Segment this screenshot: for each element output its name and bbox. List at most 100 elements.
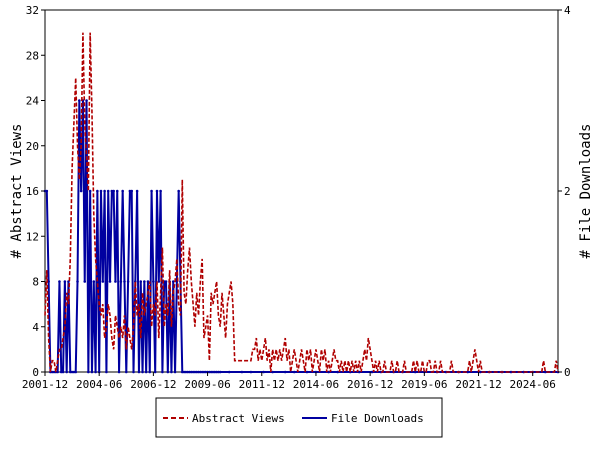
- downloads-point-92: [209, 370, 213, 374]
- downloads-point-18: [76, 280, 79, 283]
- x-tick-label-6: 2016-12: [347, 378, 393, 391]
- downloads-point-82: [191, 370, 195, 374]
- downloads-point-22: [83, 280, 87, 283]
- downloads-point-97: [218, 370, 222, 374]
- downloads-point-43: [121, 189, 124, 193]
- downloads-point-93: [211, 370, 215, 374]
- y-left-tick-label-6: 24: [26, 95, 40, 108]
- legend-label-file-downloads: File Downloads: [331, 412, 424, 425]
- downloads-point-103: [283, 370, 287, 374]
- y-left-tick-label-2: 8: [32, 276, 39, 289]
- downloads-point-62: [155, 189, 159, 193]
- downloads-point-7: [56, 370, 59, 374]
- downloads-point-31: [99, 189, 103, 193]
- y-right-tick-label-1: 2: [564, 185, 571, 198]
- downloads-point-111: [370, 370, 374, 374]
- downloads-point-57: [146, 280, 150, 283]
- downloads-point-63: [157, 280, 161, 283]
- downloads-point-11: [63, 280, 67, 283]
- x-tick-label-3: 2009-06: [184, 378, 230, 391]
- ticks-layer: 2001-12 2004-06 2006-12 2009-06 2011-12 2014-…: [22, 4, 571, 391]
- downloads-point-85: [197, 370, 200, 374]
- y-axis-title-left: # Abstract Views: [9, 124, 25, 259]
- downloads-point-26: [90, 370, 94, 374]
- y-left-tick-label-3: 12: [26, 230, 39, 243]
- downloads-point-38: [112, 189, 115, 193]
- downloads-point-89: [204, 370, 208, 374]
- downloads-point-94: [213, 370, 217, 374]
- downloads-point-60: [152, 280, 155, 283]
- downloads-point-71: [171, 280, 175, 283]
- downloads-point-14: [68, 370, 72, 374]
- downloads-point-9: [59, 370, 63, 374]
- downloads-point-16: [72, 370, 76, 374]
- downloads-point-108: [336, 370, 339, 374]
- downloads-point-41: [117, 370, 121, 374]
- downloads-point-4: [50, 370, 54, 374]
- downloads-point-105: [305, 370, 309, 374]
- y-right-tick-label-2: 4: [564, 4, 571, 17]
- downloads-point-72: [173, 370, 177, 374]
- downloads-point-56: [144, 370, 148, 374]
- y-left-tick-label-4: 16: [26, 185, 39, 198]
- downloads-point-1: [45, 189, 49, 193]
- downloads-point-42: [119, 280, 123, 283]
- downloads-point-107: [327, 370, 330, 374]
- downloads-point-87: [200, 370, 204, 374]
- downloads-point-25: [88, 189, 92, 193]
- downloads-point-51: [135, 189, 139, 193]
- y-left-tick-label-8: 32: [26, 4, 39, 17]
- downloads-point-102: [271, 370, 274, 374]
- downloads-point-37: [110, 189, 114, 193]
- downloads-point-24: [87, 370, 90, 374]
- downloads-point-27: [92, 280, 96, 283]
- downloads-point-48: [130, 189, 133, 193]
- downloads-point-44: [123, 280, 126, 283]
- downloads-point-104: [292, 370, 296, 374]
- legend: Abstract Views File Downloads: [155, 397, 443, 438]
- x-tick-label-0: 2001-12: [22, 378, 68, 391]
- downloads-point-96: [217, 370, 220, 374]
- downloads-point-23: [85, 99, 88, 102]
- downloads-point-120: [466, 370, 469, 374]
- x-tick-label-2: 2006-12: [130, 378, 176, 391]
- downloads-point-52: [137, 370, 141, 374]
- downloads-point-121: [479, 370, 482, 374]
- downloads-point-88: [202, 370, 206, 374]
- downloads-point-110: [358, 370, 361, 374]
- downloads-point-70: [170, 370, 173, 374]
- downloads-point-49: [132, 370, 135, 374]
- y-left-tick-label-7: 28: [26, 49, 39, 62]
- downloads-point-10: [61, 370, 65, 374]
- downloads-point-81: [190, 370, 193, 374]
- downloads-point-45: [124, 370, 128, 374]
- legend-label-abstract-views: Abstract Views: [192, 412, 285, 425]
- downloads-point-65: [161, 370, 164, 374]
- downloads-point-100: [249, 370, 253, 374]
- downloads-point-84: [195, 370, 199, 374]
- downloads-point-8: [58, 280, 61, 283]
- downloads-point-33: [103, 189, 106, 193]
- downloads-point-36: [108, 280, 112, 283]
- downloads-point-74: [177, 189, 180, 193]
- downloads-point-101: [262, 370, 265, 374]
- downloads-point-58: [148, 370, 152, 374]
- downloads-point-86: [199, 370, 202, 374]
- series-line-abstract-views: [44, 32, 559, 373]
- x-tick-label-5: 2014-06: [293, 378, 339, 391]
- y-left-tick-label-5: 20: [26, 140, 39, 153]
- downloads-point-91: [208, 370, 211, 374]
- downloads-point-77: [182, 370, 186, 374]
- x-tick-label-9: 2024-06: [510, 378, 556, 391]
- legend-box: [155, 397, 443, 438]
- downloads-point-32: [101, 280, 105, 283]
- x-tick-label-1: 2004-06: [76, 378, 122, 391]
- downloads-point-5: [52, 370, 56, 374]
- downloads-point-40: [115, 189, 119, 193]
- y-right-tick-label-0: 0: [564, 366, 571, 379]
- downloads-point-39: [114, 280, 117, 283]
- downloads-point-55: [143, 280, 146, 283]
- downloads-point-79: [186, 370, 189, 374]
- downloads-point-67: [164, 280, 168, 283]
